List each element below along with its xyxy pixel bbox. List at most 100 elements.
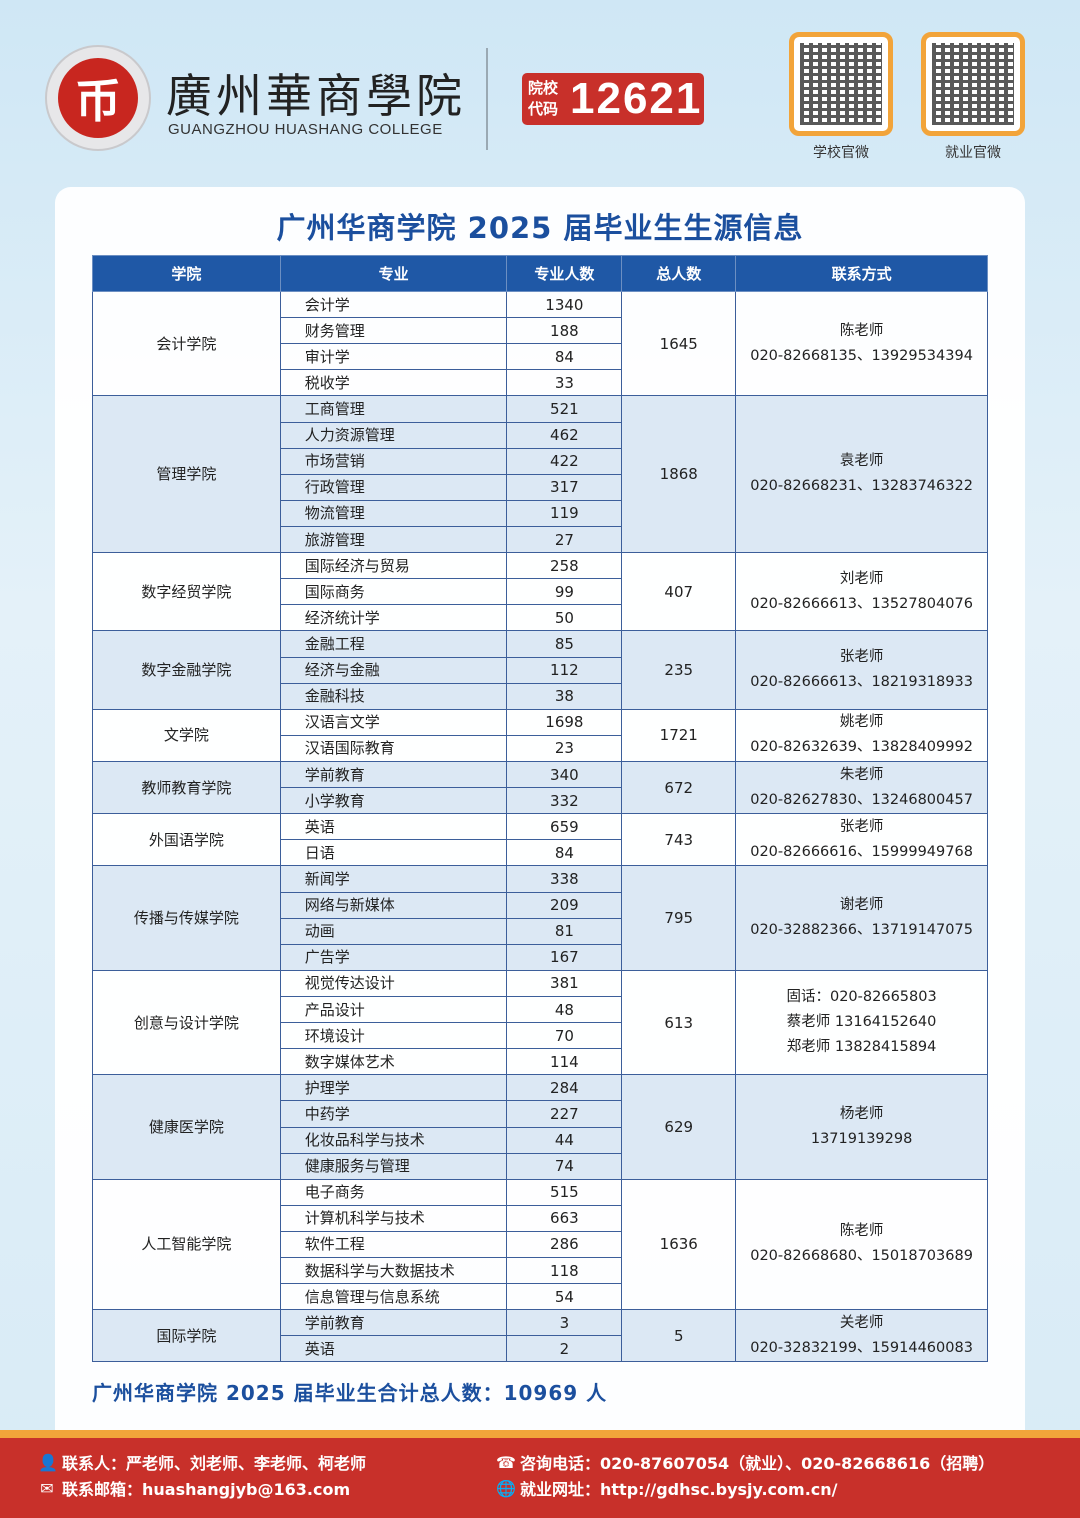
mail-icon: ✉ [40, 1478, 54, 1498]
major-cell: 软件工程 [279, 1230, 508, 1259]
major-count-cell: 1340 [506, 290, 623, 319]
table-row: 软件工程 286 [93, 1230, 988, 1259]
total-cell: 672 [621, 760, 737, 815]
major-cell: 计算机科学与技术 [279, 1204, 508, 1232]
table-row: 管理学院 工商管理 521 1868 袁老师 020-82668231、132837463… [92, 395, 988, 554]
major-count-cell: 118 [506, 1257, 623, 1285]
school-code-number: 12621 [570, 74, 703, 123]
major-cell: 英语 [279, 1335, 508, 1363]
major-cell: 数据科学与大数据技术 [279, 1257, 508, 1285]
major-count-cell: 48 [506, 995, 623, 1024]
major-count-cell: 659 [506, 813, 623, 841]
table-row: 信息管理与信息系统 54 [93, 1283, 988, 1311]
major-count-cell: 462 [506, 421, 623, 449]
table-row: 传播与传媒学院 新闻学 338 795 谢老师 020-32882366、13719147… [92, 865, 988, 971]
major-count-cell: 38 [506, 682, 623, 710]
major-cell: 审计学 [279, 343, 508, 371]
major-count-cell: 286 [506, 1230, 623, 1259]
contact-line: 刘老师 [839, 570, 884, 587]
major-cell: 汉语言文学 [279, 708, 508, 736]
table-row: 教师教育学院 学前教育 340 672 朱老师 020-82627830、13246800… [92, 760, 988, 815]
qr-code-school-wechat[interactable] [789, 32, 893, 136]
table-row: 健康医学院 护理学 284 629 杨老师 13719139298 [92, 1074, 988, 1180]
major-count-cell: 422 [506, 447, 623, 475]
major-cell: 经济统计学 [279, 604, 508, 632]
grand-total: 广州华商学院 2025 届毕业生合计总人数：10969 人 [92, 1381, 608, 1405]
total-cell: 1868 [621, 395, 737, 554]
footer-phone: 咨询电话：020-87607054（就业）、020-82668616（招聘） [520, 1454, 995, 1473]
major-count-cell: 23 [506, 734, 623, 762]
contact-cell: 朱老师 020-82627830、13246800457 [735, 760, 988, 815]
major-cell: 化妆品科学与技术 [279, 1126, 508, 1154]
major-count-cell: 99 [506, 578, 623, 606]
college-cell: 会计学院 [92, 290, 281, 397]
major-count-cell: 44 [506, 1126, 623, 1154]
qr-code-icon [800, 43, 882, 125]
major-count-cell: 33 [506, 369, 623, 397]
college-cell: 管理学院 [92, 395, 281, 554]
total-cell: 235 [621, 630, 737, 710]
table-row: 网络与新媒体 209 [93, 891, 988, 919]
major-count-cell: 521 [506, 395, 623, 423]
table-row: 文学院 汉语言文学 1698 1721 姚老师 020-82632639、13828409… [92, 708, 988, 762]
major-count-cell: 2 [506, 1335, 623, 1363]
major-count-cell: 85 [506, 630, 623, 658]
contact-line: 袁老师 [839, 453, 884, 470]
qr-code-employment-wechat[interactable] [921, 32, 1025, 136]
table-row: 旅游管理 27 [93, 525, 988, 554]
major-count-cell: 54 [506, 1283, 623, 1311]
major-cell: 财务管理 [279, 317, 508, 345]
contact-line: 020-32832199、15914460083 [750, 1339, 973, 1356]
major-count-cell: 284 [506, 1074, 623, 1102]
major-cell: 人力资源管理 [279, 421, 508, 449]
table-row: 国际学院 学前教育 3 5 关老师 020-32832199、15914460083 [92, 1309, 988, 1363]
contact-line: 固话：020-82665803 [786, 989, 937, 1006]
major-cell: 健康服务与管理 [279, 1152, 508, 1180]
major-count-cell: 515 [506, 1178, 623, 1206]
contact-line: 陈老师 [839, 322, 884, 339]
table-row: 人力资源管理 462 [93, 421, 988, 449]
table-row: 数据科学与大数据技术 118 [93, 1257, 988, 1285]
contact-line: 杨老师 [839, 1106, 884, 1122]
college-logo: 币 [45, 45, 151, 151]
college-cell: 创意与设计学院 [92, 969, 281, 1076]
college-cell: 传播与传媒学院 [92, 865, 281, 971]
major-count-cell: 112 [506, 656, 623, 684]
major-cell: 金融工程 [279, 630, 508, 658]
table-row: 物流管理 119 [93, 499, 988, 527]
contact-line: 张老师 [839, 818, 884, 835]
table-row: 国际商务 99 [93, 578, 988, 606]
major-cell: 英语 [279, 813, 508, 841]
major-cell: 国际经济与贸易 [279, 552, 508, 580]
total-cell: 795 [621, 865, 737, 971]
contact-line: 020-82668680、15018703689 [750, 1248, 973, 1265]
footer-stripe [0, 1430, 1080, 1438]
contact-line: 020-32882366、13719147075 [750, 922, 973, 939]
major-cell: 数字媒体艺术 [279, 1048, 508, 1076]
major-count-cell: 340 [506, 760, 623, 789]
contact-cell: 张老师 020-82666613、18219318933 [735, 630, 988, 710]
table-row: 外国语学院 英语 659 743 张老师 020-82666616、15999949768 [92, 813, 988, 867]
footer-email[interactable]: 联系邮箱：huashangjyb@163.com [62, 1480, 351, 1499]
graduates-table: 学院 专业 专业人数 总人数 联系方式 会计学院 会计学 1340 1645 陈老师 02… [92, 255, 988, 1363]
contact-line: 020-82668231、13283746322 [750, 478, 973, 495]
major-count-cell: 114 [506, 1048, 623, 1076]
major-cell: 动画 [279, 917, 508, 945]
code-label-2: 代码 [528, 100, 559, 118]
major-cell: 经济与金融 [279, 656, 508, 684]
contact-line: 020-82666613、13527804076 [750, 595, 973, 612]
footer-website[interactable]: 就业网址：http://gdhsc.bysjy.com.cn/ [520, 1480, 838, 1499]
table-row: 化妆品科学与技术 44 [93, 1126, 988, 1154]
logo-emblem-icon: 币 [58, 58, 138, 138]
major-cell: 日语 [279, 839, 508, 867]
major-count-cell: 50 [506, 604, 623, 632]
footer: 👤 联系人：严老师、刘老师、李老师、柯老师 ✉ 联系邮箱：huashangjyb@1… [0, 1438, 1080, 1518]
table-row: 会计学院 会计学 1340 1645 陈老师 020-82668135、139295343… [92, 290, 988, 397]
table-row: 健康服务与管理 74 [93, 1152, 988, 1180]
header-major-count: 专业人数 [506, 255, 623, 292]
contact-line: 谢老师 [839, 897, 884, 914]
major-cell: 网络与新媒体 [279, 891, 508, 919]
major-cell: 汉语国际教育 [279, 734, 508, 762]
major-cell: 会计学 [279, 290, 508, 319]
qr-code-icon [932, 43, 1014, 125]
